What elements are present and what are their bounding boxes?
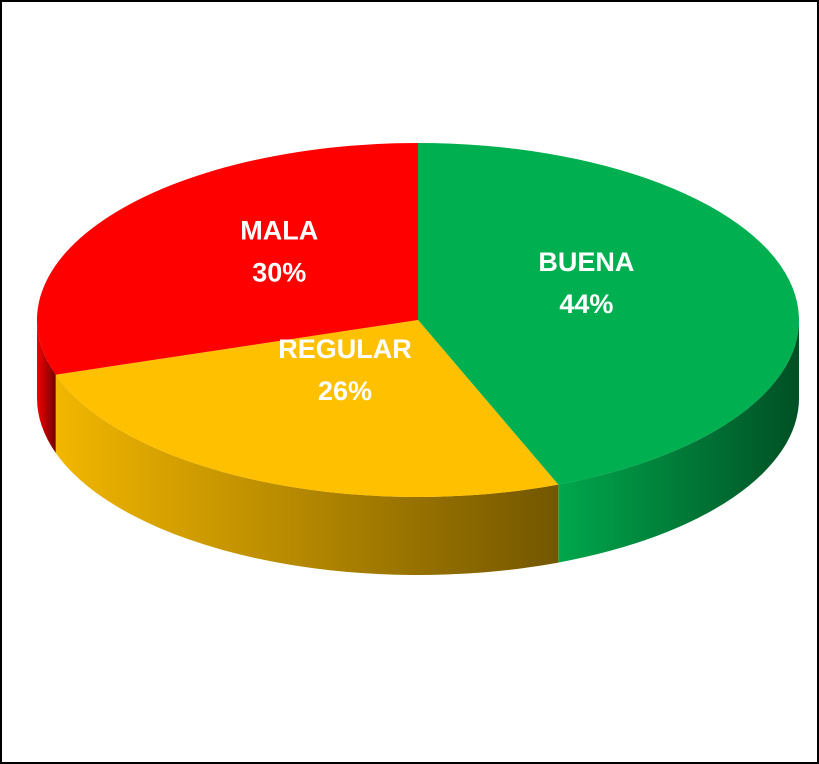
slice-name: MALA: [240, 215, 318, 245]
pie-slice: [55, 320, 559, 497]
pie-slice: [36, 143, 419, 375]
slice-value-label: 44%: [559, 289, 613, 319]
slice-value-label: 26%: [318, 376, 372, 406]
slice-value-label: 30%: [252, 257, 306, 287]
pie-slice: [418, 143, 800, 485]
pie-sides: [37, 320, 799, 575]
pie-side-shade: [37, 320, 56, 453]
pie-tops: [36, 143, 800, 497]
slice-name: BUENA: [538, 247, 634, 277]
slice-name: REGULAR: [278, 334, 412, 364]
pie-side-shade: [55, 374, 559, 575]
pie-side-shade: [558, 320, 799, 563]
pie-labels: BUENA 44% REGULAR 26% MALA 30%: [240, 215, 634, 406]
